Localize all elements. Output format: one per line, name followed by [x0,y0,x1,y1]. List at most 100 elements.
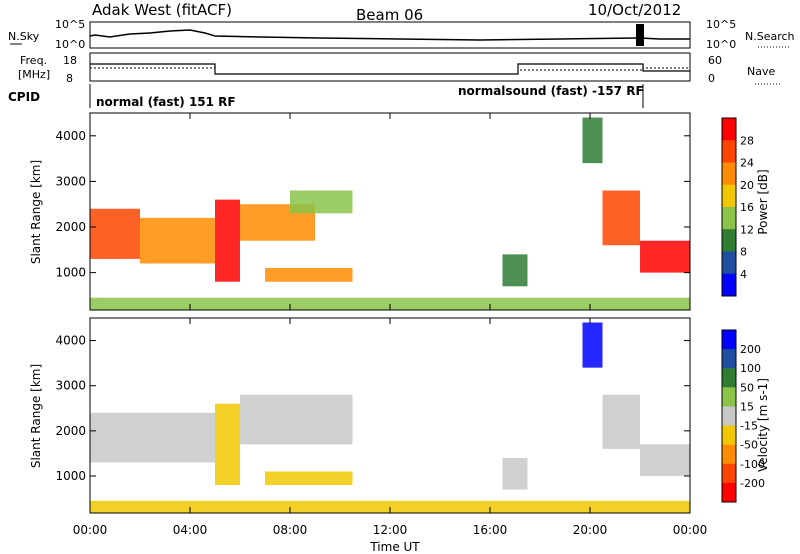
y-tick-label: 2000 [55,424,86,438]
scatter-region [502,254,528,287]
noise-left-tick-high: 10^5 [55,18,85,31]
noise-right-label: N.Search [745,30,795,43]
colorbar-swatch [722,387,736,407]
scatter-region [90,297,690,310]
x-axis: 00:00 04:00 08:00 12:00 16:00 20:00 00:00 [73,113,708,537]
beam-title: Beam 06 [356,6,423,24]
velocity-ylabel: Slant Range [km] [29,364,43,468]
colorbar-swatch [722,482,736,503]
colorbar-swatch [722,140,736,163]
scatter-region [265,471,353,486]
scatter-region [90,412,215,463]
scatter-region [265,268,353,282]
freq-panel: Freq. [MHz] 18 8 60 0 Nave [18,52,780,85]
noise-right-tick-low: 10^0 [706,38,736,51]
colorbar-tick-label: -50 [740,439,758,452]
power-ylabel: Slant Range [km] [29,160,43,264]
scatter-region [240,394,353,445]
nave-tick-low: 0 [708,72,715,85]
noise-left-label: N.Sky [8,30,40,43]
scatter-region [215,199,240,282]
freq-tick-low: 8 [66,72,73,85]
colorbar-swatch [722,425,736,446]
colorbar-swatch [722,273,736,297]
scatter-region [140,217,215,264]
velocity-colorbar: 200 100 50 15 -15 -50 -100 -200 [721,329,765,503]
cpid-band: CPID normal (fast) 151 RF normalsound (f… [8,84,644,109]
colorbar-tick-label: 8 [740,246,747,259]
cpid-segment-2: normalsound (fast) -157 RF [458,84,644,98]
freq-tick-high: 18 [63,54,77,67]
scatter-region [90,500,690,513]
colorbar-swatch [722,207,736,230]
colorbar-tick-label: 24 [740,157,754,170]
colorbar-tick-label: 15 [740,400,754,413]
colorbar-swatch [722,349,736,369]
freq-label-2: [MHz] [18,68,50,81]
velocity-marks [90,322,690,513]
scatter-region [90,208,140,259]
cpid-label: CPID [8,90,40,104]
x-tick-label: 20:00 [573,523,608,537]
colorbar-swatch [722,444,736,465]
x-tick-label: 12:00 [373,523,408,537]
noise-panel: N.Sky 10^5 10^0 10^5 10^0 N.Search [8,18,795,51]
power-colorbar-label: Power [dB] [756,169,770,234]
scatter-region [290,190,353,214]
colorbar-tick-label: 50 [740,381,754,394]
velocity-panel: 1000 2000 3000 4000 Slant Range [km] [29,317,691,514]
cpid-segment-1: normal (fast) 151 RF [96,95,236,109]
power-panel: 1000 2000 3000 4000 Slant Range [km] [29,112,691,311]
scatter-region [502,457,528,490]
noise-right-tick-high: 10^5 [706,18,736,31]
power-marks [90,117,690,310]
x-tick-label: 16:00 [473,523,508,537]
power-yticks: 1000 2000 3000 4000 [55,129,690,280]
colorbar-tick-label: -100 [740,458,765,471]
colorbar-swatch [722,162,736,186]
colorbar-swatch [722,406,736,427]
x-tick-label: 00:00 [73,523,108,537]
y-tick-label: 2000 [55,220,86,234]
noise-left-tick-low: 10^0 [55,38,85,51]
x-tick-label: 04:00 [173,523,208,537]
colorbar-frame [721,329,737,503]
colorbar-tick-label: 200 [740,343,761,356]
x-tick-label: 08:00 [273,523,308,537]
x-tick-label: 00:00 [673,523,708,537]
colorbar-swatch [722,184,736,208]
y-tick-label: 1000 [55,469,86,483]
velocity-yticks: 1000 2000 3000 4000 [55,334,690,483]
colorbar-tick-label: -200 [740,477,765,490]
x-axis-title: Time UT [369,540,420,554]
colorbar-swatch [722,118,736,141]
scatter-region [602,190,640,246]
y-tick-label: 3000 [55,379,86,393]
scatter-region [582,117,603,164]
nave-label: Nave [747,65,775,78]
scatter-region [215,403,240,486]
y-tick-label: 3000 [55,174,86,188]
colorbar-tick-label: -15 [740,420,758,433]
y-tick-label: 1000 [55,266,86,280]
colorbar-swatch [722,463,736,484]
scatter-region [602,394,640,449]
scatter-region [640,240,690,273]
colorbar-tick-label: 20 [740,179,754,192]
colorbar-swatch [722,368,736,388]
colorbar-tick-label: 100 [740,362,761,375]
radar-title: Adak West (fitACF) [92,1,232,19]
colorbar-tick-label: 4 [740,268,747,281]
nave-tick-high: 60 [708,54,722,67]
colorbar-swatch [722,229,736,252]
freq-label-1: Freq. [20,54,47,67]
y-tick-label: 4000 [55,129,86,143]
y-tick-label: 4000 [55,334,86,348]
scatter-region [582,322,603,368]
colorbar-frame [721,117,737,297]
date-title: 10/Oct/2012 [588,1,681,19]
colorbar-tick-label: 16 [740,201,754,214]
colorbar-tick-label: 12 [740,223,754,236]
colorbar-swatch [722,251,736,275]
